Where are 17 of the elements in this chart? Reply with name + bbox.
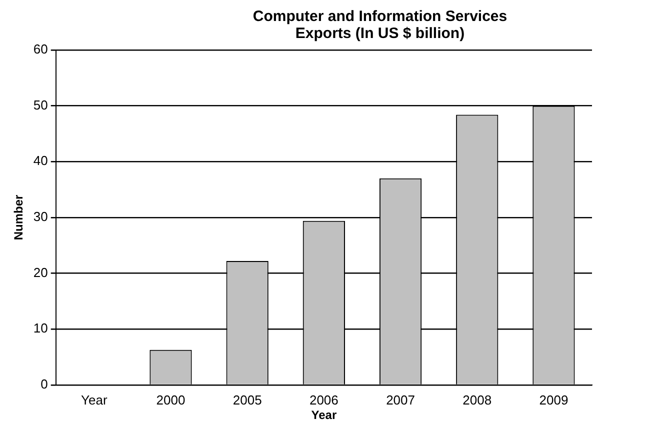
y-tick-label: 10 [33,320,48,336]
y-tick-label: 60 [33,42,48,57]
y-tick-label: 40 [33,153,48,168]
y-axis-title: Number [12,194,26,240]
chart-title: Computer and Information Services Exports (In US $ billion) [252,8,508,42]
x-tick-label: 2006 [309,392,338,408]
y-tick-label: 0 [40,376,48,392]
y-tick-label: 50 [33,97,48,112]
x-axis-title: Year [311,408,337,422]
y-tick-label: 20 [33,264,48,280]
x-tick-label: 2000 [156,392,186,408]
x-tick-label: 2009 [539,392,568,408]
x-tick-label: 2008 [462,392,492,408]
y-tick-label: 30 [33,209,48,224]
x-tick-label: 2007 [386,392,415,408]
x-tick-label: Year [81,392,108,408]
x-tick-label: 2005 [232,392,262,408]
